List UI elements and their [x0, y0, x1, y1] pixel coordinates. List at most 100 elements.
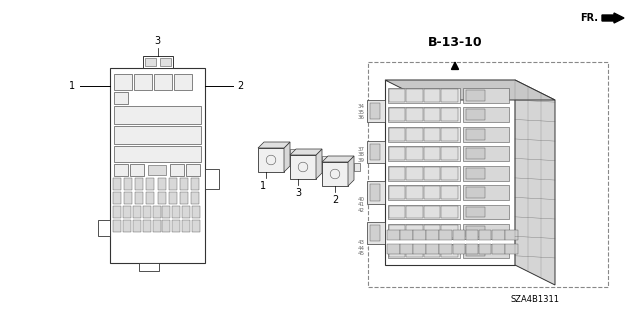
Bar [182, 206, 190, 218]
Polygon shape [290, 149, 322, 155]
Bar [389, 245, 405, 257]
Bar [466, 148, 485, 159]
Bar [113, 192, 121, 204]
Bar [290, 149, 296, 157]
Text: 2: 2 [332, 195, 338, 205]
Bar [114, 106, 201, 124]
Bar [424, 225, 440, 238]
Bar [463, 185, 509, 200]
Bar [389, 128, 405, 141]
Bar [426, 244, 439, 254]
Bar [152, 220, 161, 232]
Bar [424, 147, 440, 160]
Polygon shape [316, 149, 322, 179]
Bar [186, 164, 200, 176]
Bar [406, 89, 423, 102]
Text: 43
44
45: 43 44 45 [358, 240, 365, 256]
Bar [441, 108, 458, 121]
Bar [98, 220, 110, 236]
Bar [123, 220, 131, 232]
Bar [387, 244, 399, 254]
Polygon shape [322, 156, 354, 162]
Bar [466, 246, 485, 256]
Bar [148, 165, 166, 175]
Bar [388, 88, 460, 103]
Bar [440, 230, 452, 240]
Bar [388, 146, 460, 161]
Bar [463, 88, 509, 103]
Bar [370, 184, 380, 201]
Bar [152, 206, 161, 218]
Bar [441, 89, 458, 102]
Bar [134, 74, 152, 90]
Bar [114, 74, 132, 90]
Bar [368, 62, 608, 287]
Bar [441, 147, 458, 160]
Bar [180, 192, 188, 204]
Bar [114, 92, 128, 104]
Bar [452, 244, 465, 254]
Bar [413, 230, 426, 240]
Polygon shape [385, 80, 555, 100]
Bar [400, 230, 413, 240]
Bar [389, 186, 405, 199]
Bar [290, 155, 316, 179]
Bar [191, 192, 199, 204]
Bar [388, 205, 460, 219]
Bar [441, 167, 458, 180]
Bar [113, 178, 121, 190]
Bar [110, 68, 205, 263]
Bar [168, 178, 177, 190]
Bar [389, 206, 405, 219]
Bar [367, 222, 385, 244]
Bar [113, 220, 121, 232]
Text: SZA4B1311: SZA4B1311 [511, 295, 559, 305]
Bar [163, 206, 170, 218]
Bar [180, 178, 188, 190]
Bar [406, 108, 423, 121]
Bar [406, 147, 423, 160]
Bar [124, 178, 132, 190]
Polygon shape [284, 142, 290, 172]
Polygon shape [348, 156, 354, 186]
FancyArrow shape [602, 13, 624, 23]
Bar [389, 89, 405, 102]
Bar [479, 230, 492, 240]
Bar [192, 220, 200, 232]
Bar [114, 146, 201, 162]
Bar [387, 230, 399, 240]
Bar [205, 169, 219, 189]
Bar [258, 148, 284, 172]
Text: 37
38
39: 37 38 39 [358, 147, 365, 163]
Bar [163, 220, 170, 232]
Bar [463, 146, 509, 161]
Bar [114, 164, 128, 176]
Bar [388, 166, 460, 181]
Bar [370, 225, 380, 241]
Bar [466, 187, 485, 198]
Bar [466, 244, 478, 254]
Bar [389, 147, 405, 160]
Bar [424, 206, 440, 219]
Bar [145, 58, 156, 66]
Bar [463, 205, 509, 219]
Text: 3: 3 [295, 188, 301, 198]
Bar [389, 225, 405, 238]
Bar [157, 178, 166, 190]
Bar [406, 186, 423, 199]
Bar [389, 108, 405, 121]
Bar [389, 167, 405, 180]
Bar [367, 141, 385, 163]
Bar [406, 245, 423, 257]
Text: 1: 1 [69, 81, 75, 91]
Bar [406, 128, 423, 141]
Bar [424, 128, 440, 141]
Bar [406, 167, 423, 180]
Bar [367, 182, 385, 204]
Bar [172, 220, 180, 232]
Bar [441, 206, 458, 219]
Text: 1: 1 [260, 181, 266, 191]
Bar [441, 128, 458, 141]
Bar [143, 206, 150, 218]
Bar [123, 206, 131, 218]
